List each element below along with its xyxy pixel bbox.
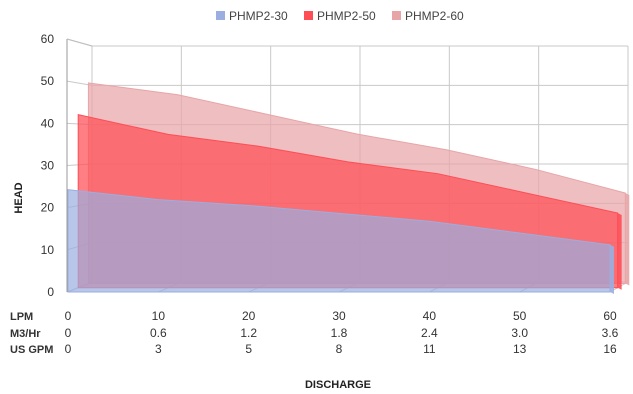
x-axis-title: DISCHARGE (305, 379, 371, 391)
x-tick-label: 0 (65, 342, 72, 356)
y-tick-label: 50 (41, 74, 55, 88)
x-scale-label: LPM (10, 311, 33, 323)
y-tick-label: 20 (41, 201, 55, 215)
grid-line-side (66, 80, 93, 86)
x-tick-label: 50 (513, 309, 527, 323)
x-tick-label: 60 (603, 309, 617, 323)
y-axis-title: HEAD (13, 182, 25, 213)
area-side-phmp2-30 (610, 244, 614, 294)
legend-swatch (392, 11, 401, 20)
x-tick-label: 40 (423, 309, 437, 323)
x-tick-label: 13 (513, 342, 527, 356)
x-tick-label: 20 (242, 309, 256, 323)
x-tick-label: 0 (65, 309, 72, 323)
x-tick-label: 16 (603, 342, 617, 356)
x-tick-label: 2.4 (421, 326, 438, 340)
area-side-phmp2-60 (625, 193, 630, 286)
x-tick-label: 30 (332, 309, 346, 323)
x-tick-label: 10 (152, 309, 166, 323)
legend-entry: PHMP2-30 (229, 9, 288, 23)
y-axis-ticks: 0 10 20 30 40 50 60 (41, 32, 55, 299)
x-scale-label: US GPM (10, 344, 53, 356)
legend-entry: PHMP2-60 (405, 9, 464, 23)
y-tick-label: 0 (47, 285, 54, 299)
legend-swatch (304, 11, 313, 20)
area-side-phmp2-50 (617, 213, 622, 290)
x-tick-label: 3.6 (602, 326, 619, 340)
x-tick-label: 0 (65, 326, 72, 340)
x-tick-label: 1.2 (240, 326, 257, 340)
y-tick-label: 40 (41, 116, 55, 130)
x-tick-label: 5 (245, 342, 252, 356)
legend-swatch (216, 11, 225, 20)
y-tick-label: 60 (41, 32, 55, 46)
x-tick-label: 8 (336, 342, 343, 356)
x-tick-label: 3 (155, 342, 162, 356)
grid-line-top-edge (66, 38, 93, 47)
legend-entry: PHMP2-50 (317, 9, 376, 23)
x-tick-label: 0.6 (150, 326, 167, 340)
y-tick-label: 10 (41, 243, 55, 257)
x-tick-label: 3.0 (511, 326, 528, 340)
x-tick-label: 1.8 (331, 326, 348, 340)
series-areas (67, 82, 630, 294)
x-scale-label: M3/Hr (10, 328, 41, 340)
y-tick-label: 30 (41, 159, 55, 173)
x-tick-label: 11 (423, 342, 436, 356)
legend: PHMP2-30 PHMP2-50 PHMP2-60 (216, 9, 464, 23)
